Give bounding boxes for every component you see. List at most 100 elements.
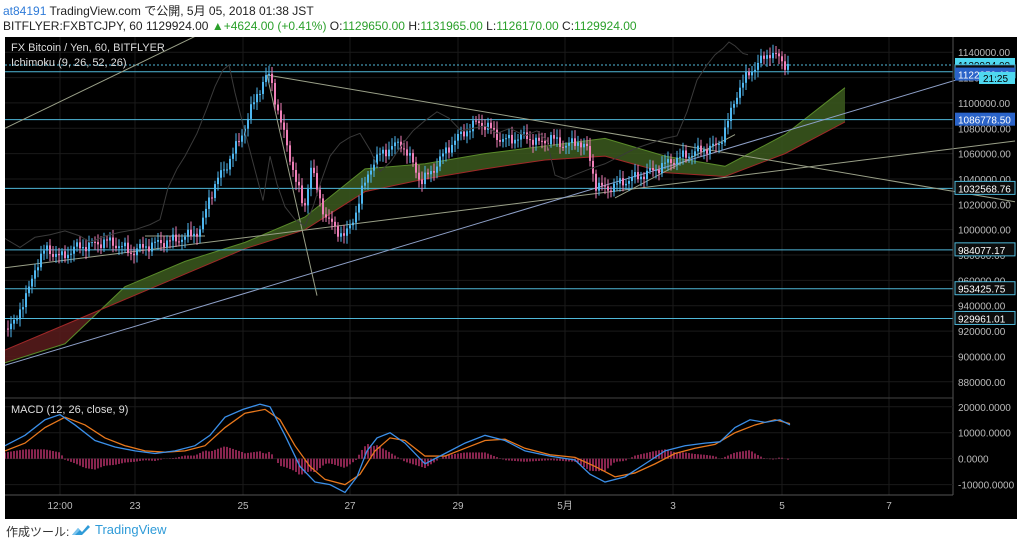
candle-body — [352, 222, 354, 226]
publish-line: at84191 TradingView.com で公開, 5月 05, 2018… — [3, 2, 314, 19]
macd-tick-label: 0.0000 — [958, 455, 989, 466]
cloud-segment — [501, 151, 505, 167]
candle-body — [238, 141, 240, 143]
cloud-segment — [481, 153, 485, 170]
price-axis: 880000.00900000.00920000.00940000.009600… — [952, 37, 1016, 495]
cloud-segment — [609, 139, 613, 159]
cloud-segment — [469, 155, 473, 172]
candle-body — [424, 172, 426, 185]
low-value: 1126170.00 — [496, 19, 559, 33]
cloud-segment — [645, 150, 649, 169]
candle-body — [112, 237, 114, 246]
candle-body — [337, 226, 339, 237]
candle-body — [64, 251, 66, 259]
candle-body — [718, 143, 720, 145]
candle-body — [91, 241, 93, 243]
candle-body — [304, 203, 306, 206]
macd-signal-line — [5, 408, 791, 486]
candle-body — [148, 246, 150, 252]
candle-body — [142, 244, 144, 248]
price-tick-label: 1060000.00 — [958, 150, 1011, 161]
candle-body — [199, 229, 201, 237]
cloud-segment — [777, 136, 781, 157]
candle-body — [67, 254, 69, 259]
candle-body — [88, 242, 90, 252]
candle-body — [190, 229, 192, 237]
candle-body — [136, 248, 138, 256]
candle-body — [490, 122, 492, 129]
candle-body — [250, 104, 252, 119]
candle-body — [187, 229, 189, 237]
time-axis: 12:00 23 25 27 29 5月 3 5 7 — [5, 494, 953, 512]
cloud-segment — [613, 140, 617, 160]
price-tick-label: 920000.00 — [958, 327, 1006, 338]
cloud-segment — [725, 164, 729, 177]
candle-body — [670, 159, 672, 164]
chart-area[interactable]: 880000.00900000.00920000.00940000.009600… — [5, 37, 1017, 519]
candle-body — [340, 233, 342, 237]
cloud-segment — [205, 253, 209, 266]
candle-body — [757, 62, 759, 70]
price-label: 1086778.50 — [958, 116, 1011, 127]
cloud-segment — [441, 160, 445, 177]
candle-body — [496, 129, 498, 141]
price-tick-label: 980000.00 — [958, 251, 1006, 262]
candle-body — [178, 241, 180, 243]
price-change: ▲+4624.00 (+0.41%) — [211, 19, 327, 33]
cloud-segment — [153, 273, 157, 288]
cloud-segment — [837, 90, 841, 127]
candle-body — [688, 156, 690, 158]
candle-body — [181, 239, 183, 242]
candle-body — [310, 167, 312, 190]
cloud-segment — [409, 164, 413, 183]
cloud-segment — [541, 146, 545, 161]
candle-body — [397, 141, 399, 143]
price-label-box — [954, 310, 1016, 325]
candle-body — [457, 134, 459, 141]
candle-body — [646, 170, 648, 180]
candle-body — [760, 55, 762, 63]
footer-label: 作成ツール: — [6, 525, 70, 539]
cloud-segment — [65, 323, 69, 344]
price-tick-label: 1000000.00 — [958, 226, 1011, 237]
cloud-segment — [25, 339, 29, 357]
candle-body — [556, 137, 558, 139]
candle-body — [580, 142, 582, 148]
candle-body — [301, 185, 303, 204]
cloud-segment — [29, 338, 33, 356]
cloud-segment — [809, 112, 813, 141]
cloud-segment — [641, 149, 645, 168]
candle-body — [346, 228, 348, 236]
candle-body — [7, 328, 9, 330]
cloud-segment — [517, 149, 521, 165]
candle-body — [388, 149, 390, 157]
candle-body — [259, 93, 261, 95]
candle-body — [772, 52, 774, 59]
cloud-segment — [709, 163, 713, 176]
candle-body — [673, 163, 675, 165]
username-link[interactable]: at84191 — [3, 4, 47, 18]
cloud-segment — [785, 131, 789, 154]
cloud-segment — [209, 252, 213, 264]
cloud-segment — [61, 324, 65, 346]
tradingview-logo[interactable]: TradingView — [70, 522, 167, 537]
candle-body — [10, 323, 12, 330]
cloud-segment — [329, 194, 333, 215]
candle-body — [754, 69, 756, 72]
candle-body — [658, 169, 660, 174]
candle-body — [145, 246, 147, 248]
horizontal-levels — [5, 64, 953, 319]
cloud-segment — [269, 230, 273, 242]
symbol-label: BITFLYER:FXBTCJPY, 60 — [3, 19, 143, 33]
cloud-segment — [381, 167, 385, 189]
chart-canvas[interactable]: 880000.00900000.00920000.00940000.009600… — [5, 37, 1017, 519]
candle-body — [226, 169, 228, 171]
candle-body — [283, 122, 285, 130]
candle-body — [331, 218, 333, 222]
candle-body — [460, 131, 462, 135]
candle-body — [385, 149, 387, 157]
candle-body — [262, 82, 264, 94]
cloud-segment — [741, 155, 745, 171]
candle-body — [427, 172, 429, 175]
candle-body — [598, 182, 600, 191]
